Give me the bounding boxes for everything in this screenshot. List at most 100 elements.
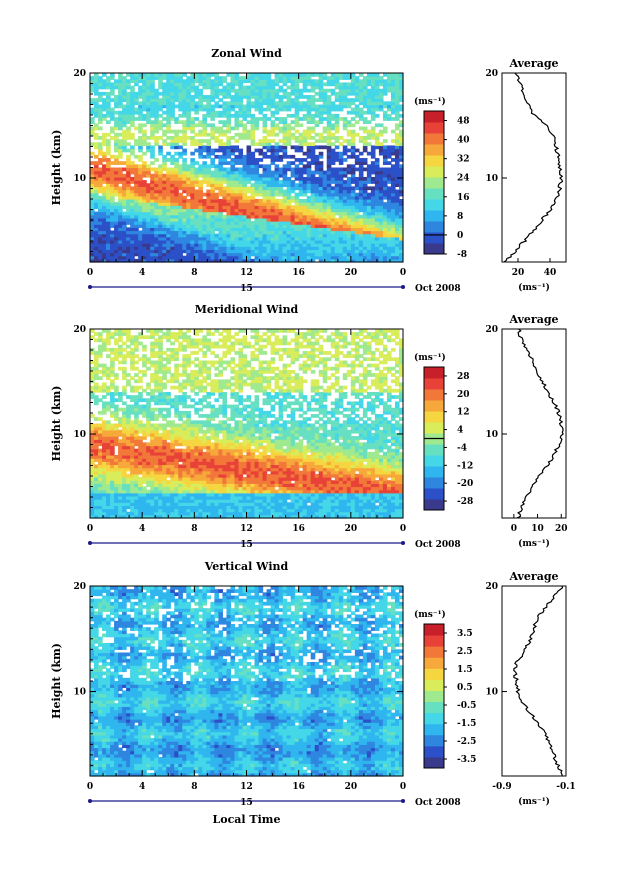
- heatmap-cell: [294, 117, 300, 121]
- heatmap-cell: [106, 451, 111, 456]
- heatmap-cell: [134, 467, 139, 472]
- heatmap-cell: [354, 161, 360, 165]
- heatmap-cell: [146, 91, 151, 96]
- heatmap-cell: [322, 252, 328, 257]
- heatmap-cell: [390, 85, 396, 90]
- heatmap-cell: [370, 176, 376, 181]
- heatmap-cell: [138, 470, 143, 475]
- heatmap-cell: [234, 82, 240, 87]
- heatmap-cell: [98, 461, 103, 466]
- heatmap-cell: [138, 136, 143, 140]
- heatmap-cell: [98, 180, 103, 184]
- heatmap-cell: [166, 192, 171, 197]
- colorbar-swatch: [424, 133, 444, 145]
- heatmap-cell: [378, 183, 384, 187]
- heatmap-cell: [358, 252, 364, 257]
- heatmap-cell: [250, 142, 256, 147]
- heatmap-cell: [230, 180, 236, 184]
- heatmap-cell: [166, 79, 171, 84]
- heatmap-cell: [110, 445, 115, 450]
- heatmap-cell: [290, 239, 296, 244]
- heatmap-cell: [346, 233, 352, 238]
- heatmap-cell: [194, 189, 199, 194]
- heatmap-cell: [230, 79, 236, 84]
- heatmap-cell: [242, 167, 248, 172]
- heatmap-cell: [290, 170, 296, 175]
- heatmap-cell: [146, 407, 151, 412]
- heatmap-cell: [222, 192, 228, 197]
- heatmap-cell: [374, 85, 380, 90]
- heatmap-cell: [174, 255, 179, 260]
- heatmap-cell: [190, 217, 195, 222]
- heatmap-cell: [394, 224, 400, 228]
- heatmap-cell: [106, 230, 111, 235]
- heatmap-cell: [150, 426, 155, 431]
- heatmap-cell: [94, 252, 99, 257]
- heatmap-cell: [394, 85, 400, 90]
- heatmap-cell: [226, 176, 232, 181]
- heatmap-cell: [162, 486, 167, 491]
- heatmap-cell: [358, 186, 364, 191]
- heatmap-cell: [194, 85, 199, 90]
- heatmap-cell: [262, 195, 268, 200]
- heatmap-cell: [126, 495, 131, 500]
- heatmap-cell: [146, 366, 151, 371]
- heatmap-cell: [106, 227, 111, 232]
- heatmap-cell: [250, 227, 256, 232]
- heatmap-cell: [158, 145, 163, 150]
- heatmap-cell: [358, 167, 364, 172]
- heatmap-cell: [94, 467, 99, 472]
- heatmap-cell: [166, 398, 171, 403]
- heatmap-cell: [278, 158, 284, 162]
- heatmap-cell: [354, 202, 360, 206]
- heatmap-cell: [382, 139, 388, 143]
- heatmap-cell: [266, 82, 272, 87]
- heatmap-cell: [378, 79, 384, 84]
- heatmap-cell: [302, 255, 308, 260]
- heatmap-cell: [206, 249, 211, 254]
- heatmap-cell: [198, 88, 203, 93]
- heatmap-cell: [122, 180, 127, 184]
- heatmap-cell: [390, 164, 396, 169]
- heatmap-cell: [286, 104, 292, 109]
- heatmap-cell: [234, 154, 240, 159]
- heatmap-cell: [386, 252, 392, 257]
- heatmap-cell: [266, 148, 272, 153]
- heatmap-cell: [350, 148, 356, 153]
- heatmap-cell: [106, 176, 111, 181]
- heatmap-cell: [386, 73, 392, 77]
- heatmap-cell: [338, 154, 344, 159]
- heatmap-cell: [98, 199, 103, 203]
- heatmap-cell: [110, 88, 115, 93]
- heatmap-cell: [238, 211, 244, 216]
- heatmap-cell: [274, 246, 280, 250]
- heatmap-cell: [370, 236, 376, 241]
- heatmap-cell: [162, 132, 167, 137]
- heatmap-cell: [350, 243, 356, 247]
- heatmap-cell: [126, 167, 131, 172]
- heatmap-cell: [270, 189, 276, 194]
- heatmap-cell: [214, 85, 220, 90]
- heatmap-cell: [390, 170, 396, 175]
- heatmap-cell: [398, 180, 404, 184]
- heatmap-cell: [350, 246, 356, 250]
- heatmap-cell: [106, 369, 111, 374]
- heatmap-cell: [142, 369, 147, 374]
- heatmap-cell: [102, 101, 107, 106]
- heatmap-cell: [206, 79, 211, 84]
- heatmap-cell: [122, 76, 127, 80]
- heatmap-cell: [134, 461, 139, 466]
- heatmap-cell: [214, 255, 220, 260]
- heatmap-cell: [102, 514, 107, 519]
- heatmap-cell: [342, 230, 348, 235]
- heatmap-cell: [214, 214, 220, 219]
- heatmap-cell: [174, 173, 179, 178]
- heatmap-cell: [94, 473, 99, 478]
- heatmap-cell: [362, 148, 368, 153]
- heatmap-cell: [130, 385, 135, 390]
- heatmap-cell: [322, 208, 328, 213]
- heatmap-cell: [294, 129, 300, 134]
- heatmap-cell: [206, 151, 211, 156]
- heatmap-cell: [122, 82, 127, 87]
